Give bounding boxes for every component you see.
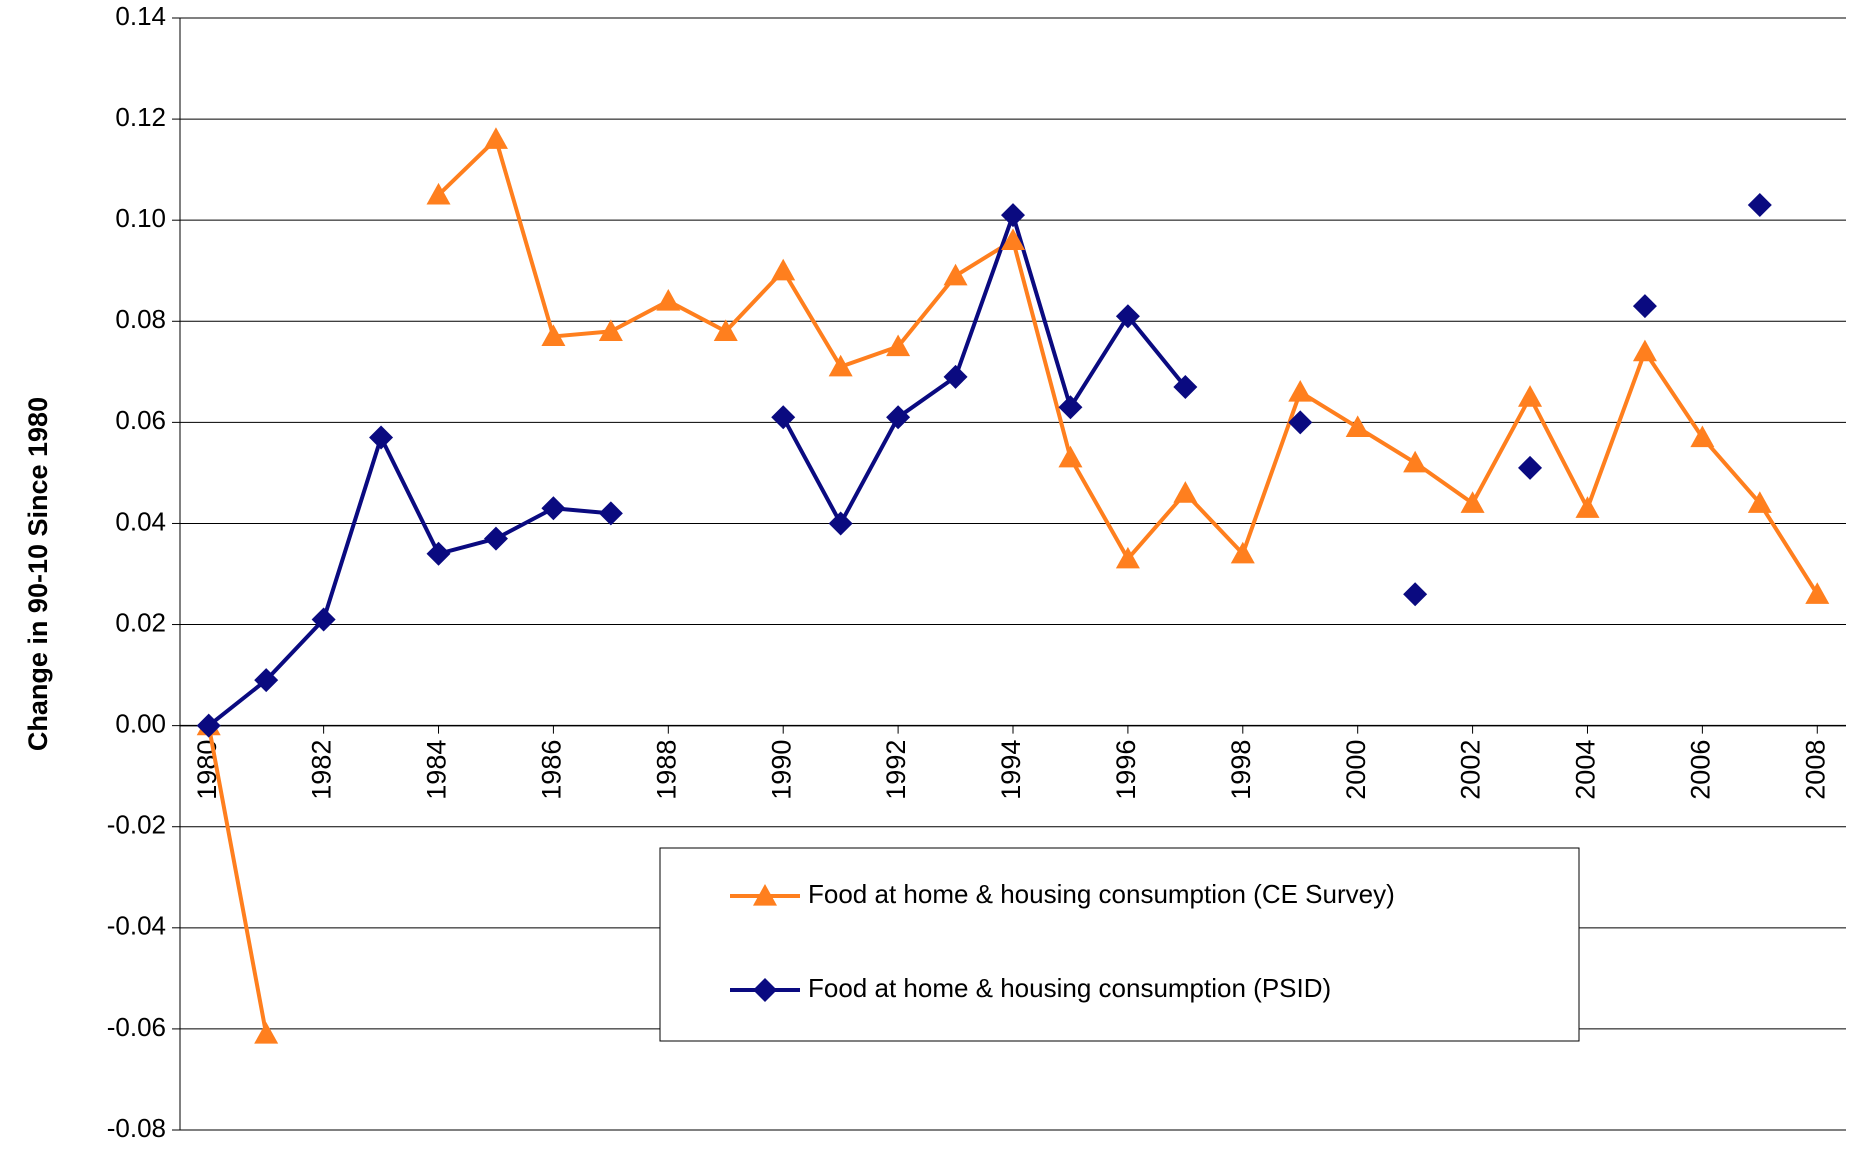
diamond-marker (254, 668, 279, 693)
triangle-marker (1403, 450, 1428, 473)
triangle-marker (1690, 425, 1715, 448)
triangle-marker (1058, 445, 1083, 468)
diamond-marker (1747, 193, 1772, 218)
triangle-marker (886, 334, 911, 357)
triangle-marker (483, 127, 508, 149)
y-tick-label: 0.08 (115, 304, 166, 334)
diamond-marker (483, 526, 508, 551)
diamond-marker (369, 425, 394, 450)
diamond-marker (1115, 304, 1140, 329)
y-tick-label: -0.08 (107, 1113, 166, 1143)
x-tick-label: 2002 (1456, 740, 1486, 800)
triangle-marker (1747, 491, 1772, 513)
y-tick-label: -0.04 (107, 911, 166, 941)
triangle-marker (771, 258, 796, 281)
x-tick-label: 2006 (1686, 740, 1716, 800)
legend-box (659, 847, 1580, 1042)
x-tick-label: 1984 (422, 740, 452, 800)
diamond-marker (541, 496, 566, 521)
triangle-marker (943, 263, 968, 286)
x-tick-label: 1988 (651, 740, 681, 800)
triangle-marker (713, 319, 738, 341)
legend-label: Food at home & housing consumption (CE S… (808, 879, 1395, 909)
triangle-marker (753, 884, 777, 906)
y-tick-label: 0.02 (115, 607, 166, 637)
triangle-marker (426, 182, 451, 205)
triangle-marker (1575, 496, 1600, 518)
legend-label: Food at home & housing consumption (PSID… (808, 973, 1331, 1003)
diamond-marker (196, 713, 221, 738)
triangle-marker (1345, 415, 1370, 438)
x-tick-label: 1994 (996, 740, 1026, 800)
x-tick-label: 1996 (1111, 740, 1141, 800)
y-axis-title: Change in 90-10 Since 1980 (23, 397, 53, 751)
diamond-marker (1058, 395, 1083, 420)
diamond-marker (886, 405, 911, 430)
triangle-marker (1518, 385, 1543, 407)
y-tick-label: -0.02 (107, 810, 166, 840)
diamond-marker (598, 501, 623, 526)
y-tick-label: 0.14 (115, 1, 166, 31)
triangle-marker (1115, 546, 1140, 569)
triangle-marker (1632, 339, 1657, 362)
triangle-marker (598, 319, 623, 341)
y-tick-label: 0.12 (115, 102, 166, 132)
y-tick-label: 0.10 (115, 203, 166, 233)
x-tick-label: 1990 (766, 740, 796, 800)
triangle-marker (254, 1021, 279, 1044)
x-tick-label: 2004 (1571, 740, 1601, 800)
diamond-marker (1001, 203, 1025, 228)
triangle-marker (1805, 582, 1830, 604)
diamond-marker (943, 364, 968, 389)
diamond-marker (1403, 582, 1428, 607)
triangle-marker (656, 289, 681, 311)
diamond-marker (1173, 374, 1198, 399)
y-tick-label: 0.04 (115, 506, 166, 536)
triangle-marker (1173, 481, 1198, 503)
diamond-marker (753, 978, 777, 1002)
x-tick-label: 1992 (881, 740, 911, 800)
y-tick-label: 0.00 (115, 709, 166, 739)
triangle-marker (1001, 228, 1025, 250)
x-tick-label: 2000 (1341, 740, 1371, 800)
triangle-marker (1460, 491, 1485, 513)
diamond-marker (771, 405, 796, 430)
diamond-marker (426, 541, 451, 566)
diamond-marker (1632, 294, 1657, 319)
x-tick-label: 1986 (537, 740, 567, 800)
y-tick-label: 0.06 (115, 405, 166, 435)
y-tick-label: -0.06 (107, 1012, 166, 1042)
diamond-marker (1518, 455, 1543, 480)
diamond-marker (311, 607, 336, 632)
x-tick-label: 1982 (307, 740, 337, 800)
triangle-marker (1288, 380, 1313, 402)
triangle-marker (828, 354, 853, 377)
triangle-marker (541, 324, 566, 347)
triangle-marker (1230, 541, 1255, 564)
diamond-marker (828, 511, 853, 536)
x-tick-label: 2008 (1800, 740, 1830, 800)
diamond-marker (1288, 410, 1313, 435)
x-tick-label: 1998 (1226, 740, 1256, 800)
